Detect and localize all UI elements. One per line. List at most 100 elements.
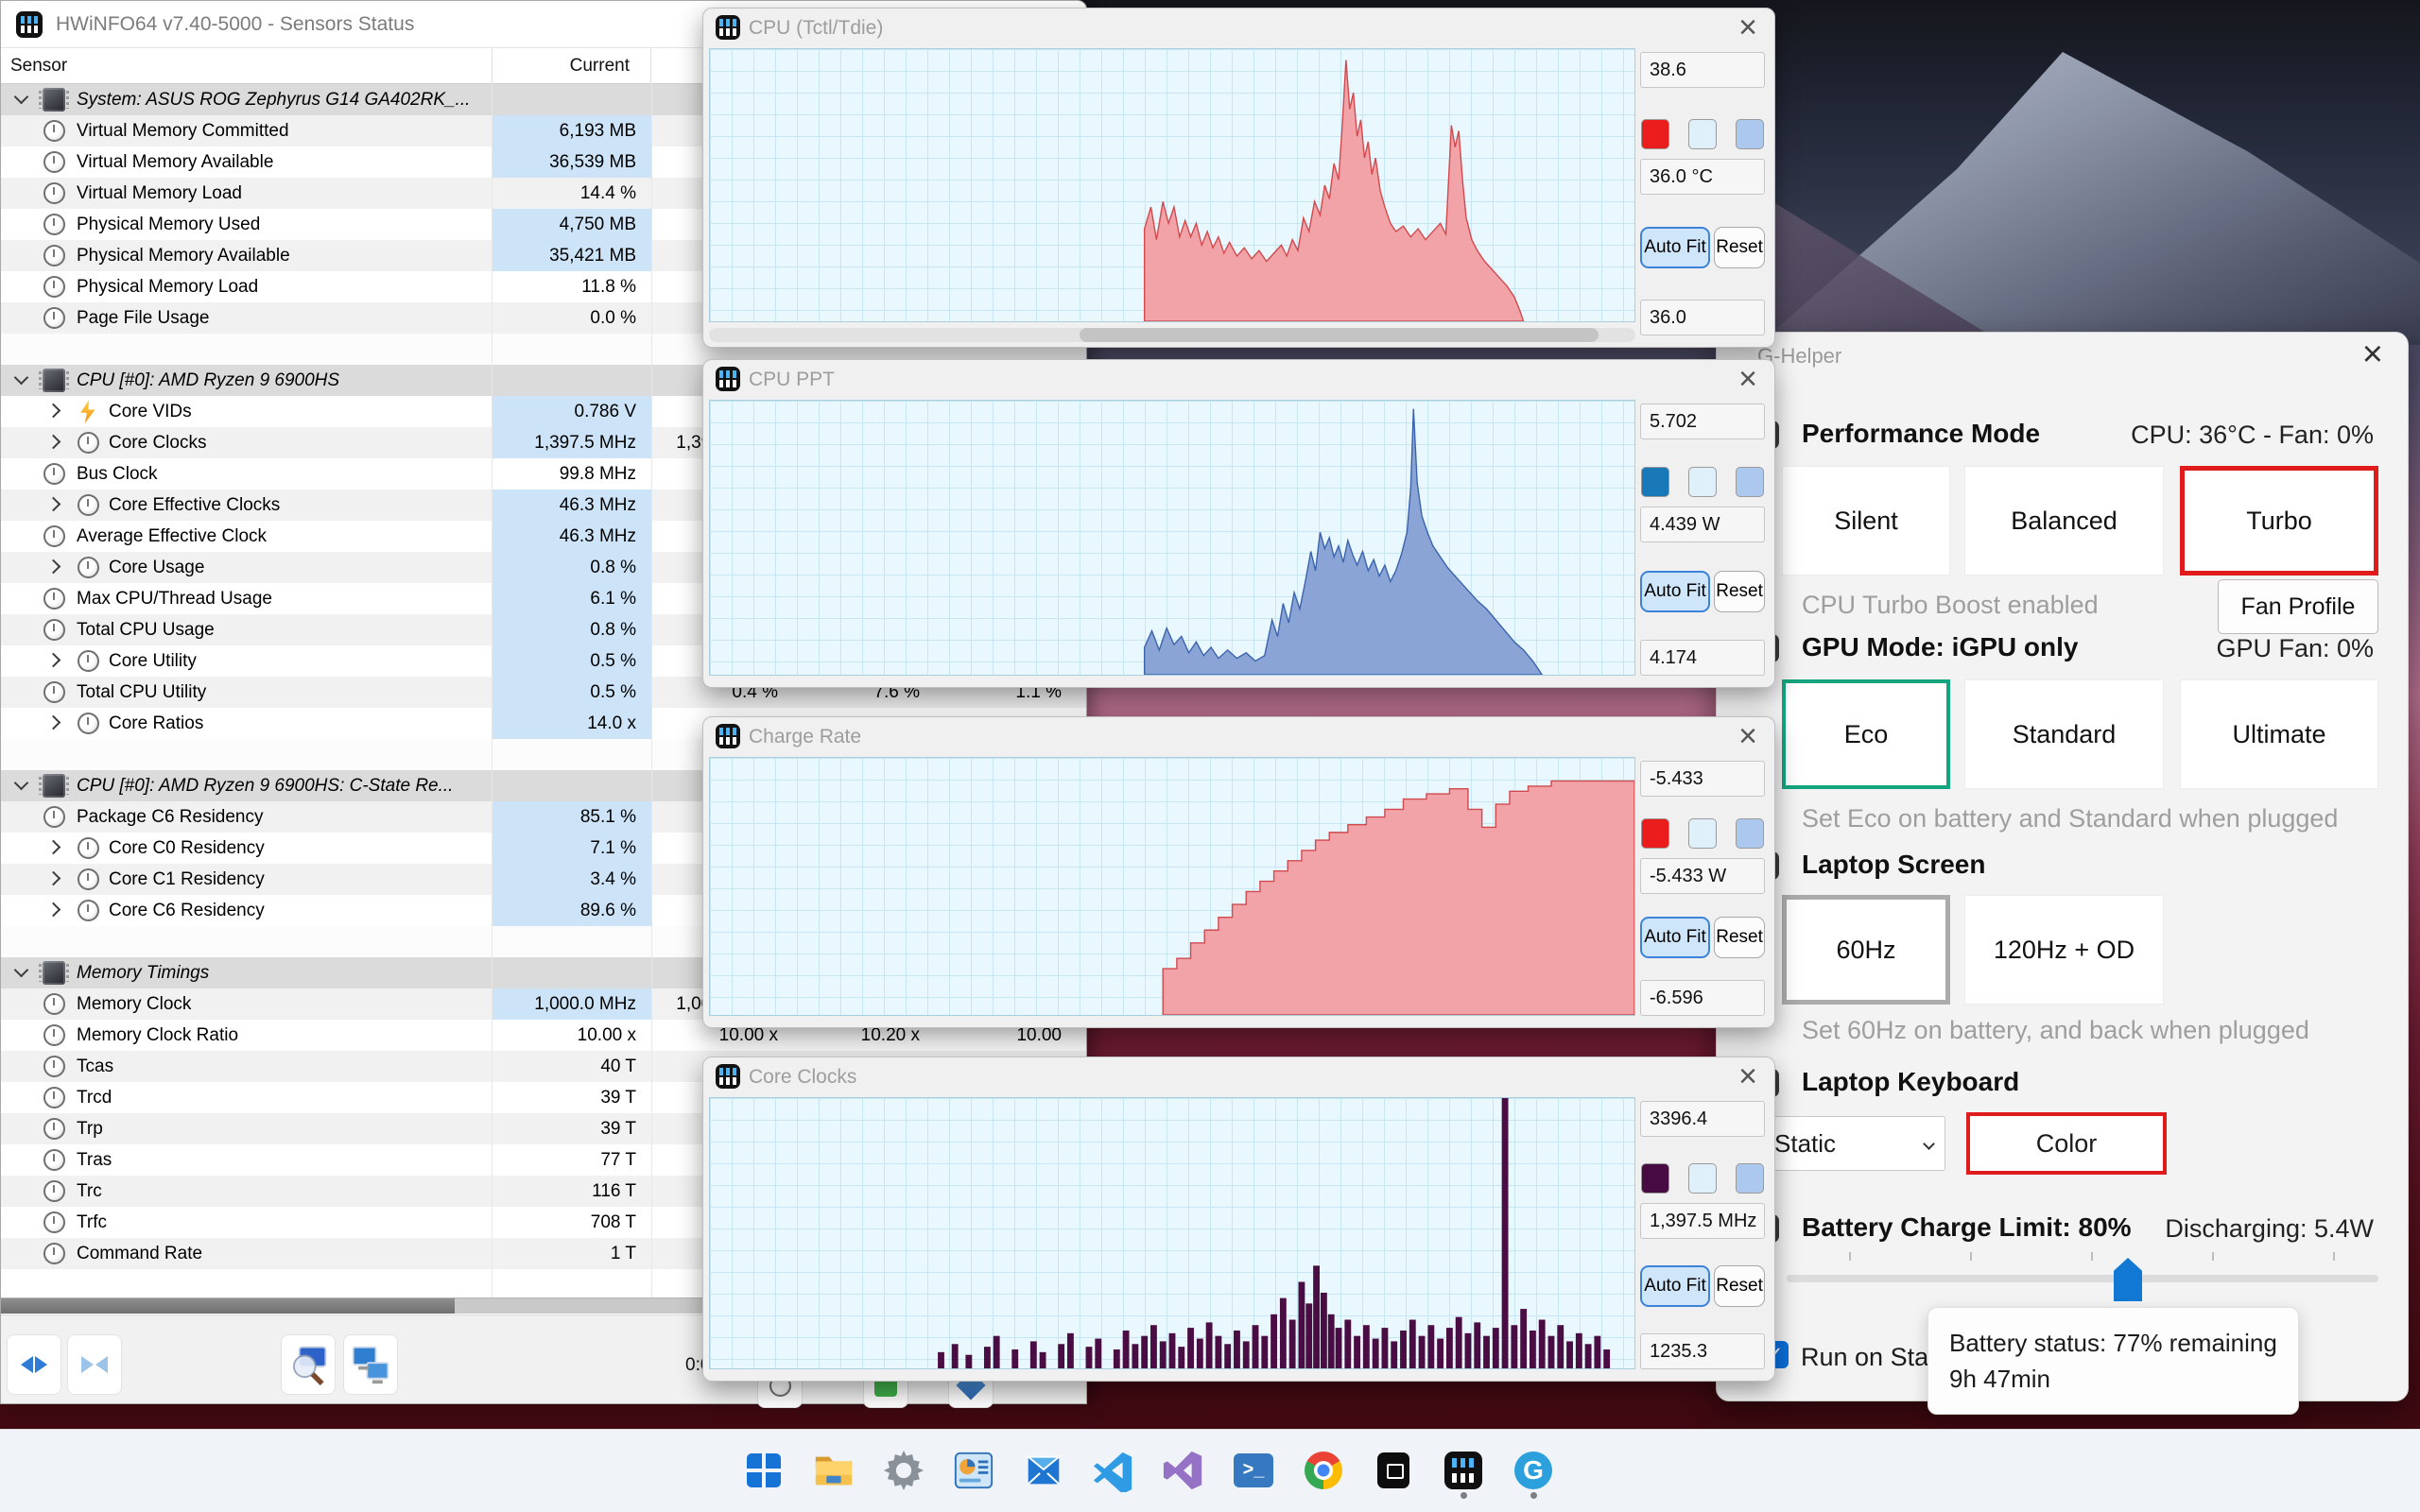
gauge-icon — [43, 1056, 65, 1077]
sensor-current-value: 14.0 x — [492, 708, 651, 739]
taskbar-icon-file-explorer[interactable] — [811, 1444, 856, 1499]
sensor-label: Bus Clock — [77, 464, 158, 484]
taskbar-icon-vscode[interactable] — [1091, 1444, 1136, 1499]
grid-color-swatch[interactable] — [1736, 119, 1764, 150]
expand-icon[interactable] — [45, 870, 61, 886]
gpu-eco-button[interactable]: Eco — [1782, 679, 1950, 789]
auto-fit-button[interactable]: Auto Fit — [1640, 226, 1711, 268]
gauge-icon — [78, 868, 99, 890]
gauge-icon — [43, 182, 65, 204]
series-color-swatch[interactable] — [1641, 467, 1669, 498]
graph-window-cpu-ppt: CPU PPT × 5.702 4.439 W Auto Fit R — [702, 359, 1775, 688]
background-color-swatch[interactable] — [1688, 818, 1717, 850]
auto-fit-button[interactable]: Auto Fit — [1640, 570, 1711, 612]
collapse-icon[interactable] — [13, 775, 29, 791]
taskbar-icon-settings[interactable] — [881, 1444, 926, 1499]
sensor-label: Memory Clock — [77, 994, 192, 1014]
reset-button[interactable]: Reset — [1714, 916, 1765, 958]
taskbar-icon-g-helper[interactable]: G — [1511, 1444, 1556, 1499]
gauge-icon — [78, 713, 99, 734]
ghelper-window: G-Helper × Performance Mode CPU: 36°C - … — [1716, 332, 2409, 1415]
expand-columns-button[interactable] — [7, 1334, 61, 1395]
screen-120hz-button[interactable]: 120Hz + OD — [1964, 895, 2164, 1005]
taskbar-icon-chrome[interactable] — [1301, 1444, 1346, 1499]
collapse-columns-button[interactable] — [67, 1334, 122, 1395]
taskbar-icon-terminal[interactable] — [1371, 1444, 1416, 1499]
gauge-icon — [78, 432, 99, 454]
close-icon[interactable]: × — [1738, 1058, 1757, 1094]
gpu-standard-button[interactable]: Standard — [1964, 679, 2164, 789]
mode-balanced-button[interactable]: Balanced — [1964, 466, 2164, 576]
taskbar-icon-powershell[interactable] — [1231, 1444, 1276, 1499]
grid-color-swatch[interactable] — [1736, 467, 1764, 498]
expand-icon[interactable] — [45, 403, 61, 419]
scrollbar-thumb[interactable] — [1, 1298, 455, 1314]
close-icon[interactable]: × — [2361, 335, 2383, 374]
gpu-ultimate-button[interactable]: Ultimate — [2180, 679, 2378, 789]
mode-silent-button[interactable]: Silent — [1782, 466, 1950, 576]
fan-profile-button[interactable]: Fan Profile — [2218, 579, 2378, 634]
sensor-current-value: 3.4 % — [492, 864, 651, 895]
close-icon[interactable]: × — [1738, 9, 1757, 45]
background-color-swatch[interactable] — [1688, 467, 1717, 498]
screen-60hz-button[interactable]: 60Hz — [1782, 895, 1950, 1005]
gpu-note: Set Eco on battery and Standard when plu… — [1802, 804, 2339, 833]
background-color-swatch[interactable] — [1688, 119, 1717, 150]
collapse-icon[interactable] — [13, 369, 29, 386]
monitor-zoom-button[interactable] — [281, 1334, 336, 1395]
taskbar: G G ENG — [0, 1429, 2420, 1512]
remote-monitoring-button[interactable] — [343, 1334, 398, 1395]
taskbar-icon-start[interactable] — [741, 1444, 786, 1499]
taskbar-icon-mail[interactable] — [1021, 1444, 1066, 1499]
collapse-icon[interactable] — [13, 962, 29, 978]
sensor-label: Memory Clock Ratio — [77, 1025, 239, 1045]
close-icon[interactable]: × — [1738, 718, 1757, 754]
scrollbar-thumb[interactable] — [1080, 328, 1599, 342]
grid-color-swatch[interactable] — [1736, 1163, 1764, 1194]
taskbar-icon-system-monitor[interactable] — [951, 1444, 996, 1499]
sensor-current-value: 708 T — [590, 1212, 636, 1232]
graph-min-value: 36.0 — [1640, 299, 1765, 335]
auto-fit-button[interactable]: Auto Fit — [1640, 1265, 1711, 1307]
expand-icon[interactable] — [45, 839, 61, 855]
graph-scrollbar[interactable] — [709, 328, 1635, 342]
battery-limit-slider[interactable] — [1787, 1275, 2378, 1282]
reset-button[interactable]: Reset — [1714, 570, 1765, 612]
expand-icon[interactable] — [45, 714, 61, 730]
monitor-chart-icon — [954, 1452, 994, 1488]
color-swatches — [1640, 1163, 1765, 1194]
sensor-current-value: 77 T — [600, 1150, 636, 1170]
expand-icon[interactable] — [45, 434, 61, 450]
column-header-current[interactable]: Current — [492, 48, 651, 84]
auto-fit-button[interactable]: Auto Fit — [1640, 916, 1711, 958]
expand-icon[interactable] — [45, 496, 61, 512]
graph-side-panel: 3396.4 1,397.5 MHz Auto Fit Reset 1235.3 — [1640, 1101, 1765, 1369]
grid-color-swatch[interactable] — [1736, 818, 1764, 850]
keyboard-mode-dropdown[interactable]: Static — [1764, 1116, 1945, 1171]
sensor-current-value: 7.1 % — [492, 833, 651, 864]
series-color-swatch[interactable] — [1641, 1163, 1669, 1194]
reset-button[interactable]: Reset — [1714, 1265, 1765, 1307]
taskbar-icon-hwinfo[interactable] — [1441, 1444, 1486, 1499]
expand-icon[interactable] — [45, 558, 61, 575]
mode-turbo-button[interactable]: Turbo — [2180, 466, 2378, 576]
slider-thumb[interactable] — [2114, 1258, 2142, 1301]
gauge-icon — [43, 245, 65, 266]
background-color-swatch[interactable] — [1688, 1163, 1717, 1194]
expand-icon[interactable] — [45, 902, 61, 918]
close-icon[interactable]: × — [1738, 361, 1757, 397]
expand-icon[interactable] — [45, 652, 61, 668]
collapse-icon[interactable] — [13, 89, 29, 105]
keyboard-color-button[interactable]: Color — [1966, 1112, 2167, 1175]
sensor-label: Tras — [77, 1150, 112, 1170]
dropdown-value: Static — [1774, 1128, 1837, 1158]
sensor-label: Max CPU/Thread Usage — [77, 589, 272, 609]
series-color-swatch[interactable] — [1641, 818, 1669, 850]
sensor-label: Core Utility — [109, 651, 197, 671]
sensor-current-value: 0.0 % — [590, 308, 636, 328]
taskbar-icon-visual-studio[interactable] — [1161, 1444, 1206, 1499]
series-color-swatch[interactable] — [1641, 119, 1669, 150]
reset-button[interactable]: Reset — [1714, 226, 1765, 268]
column-header-sensor[interactable]: Sensor — [10, 56, 68, 76]
sensor-label: Average Effective Clock — [77, 526, 268, 546]
